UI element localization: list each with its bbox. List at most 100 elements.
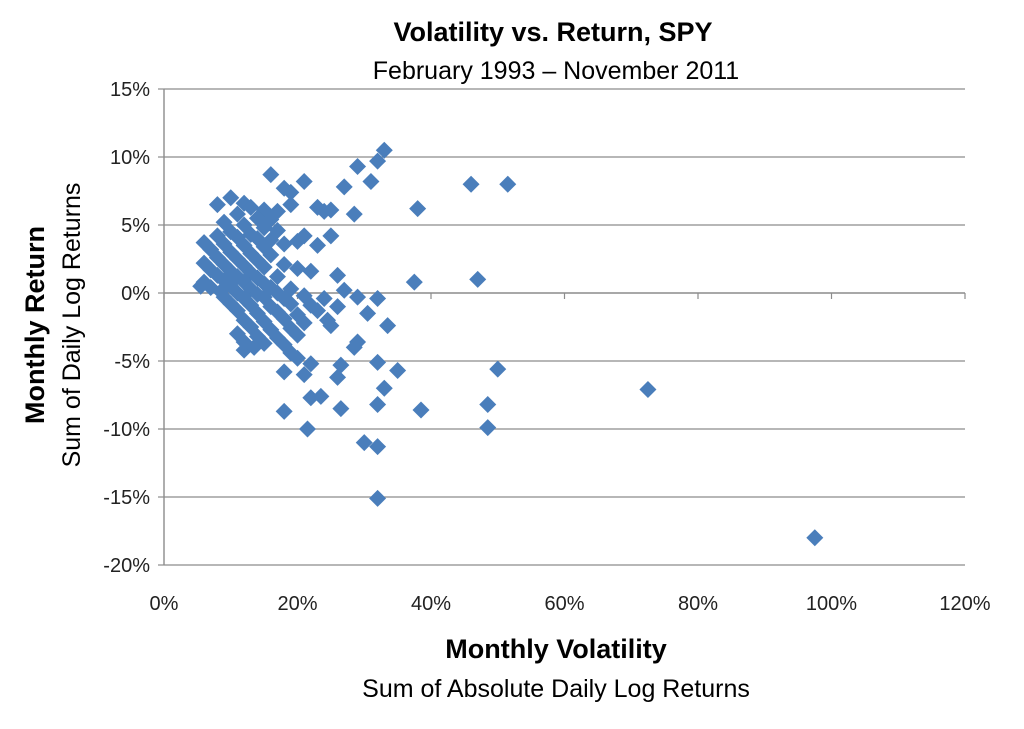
data-point-diamond [208,196,226,214]
data-point-diamond [228,205,246,223]
x-axis-subtitle: Sum of Absolute Daily Log Returns [362,675,750,703]
x-tick-label: 40% [411,593,451,615]
data-point-diamond [335,281,353,299]
data-point-diamond [295,314,313,332]
data-point-diamond [806,529,824,547]
x-tick-label: 60% [544,593,584,615]
y-tick-label: -15% [103,487,150,509]
y-tick-label: -20% [103,555,150,577]
data-point-diamond [369,438,387,456]
data-point-diamond [222,243,240,261]
y-axis-title: Monthly Return [20,226,50,424]
data-point-diamond [282,295,300,313]
data-point-diamond [345,205,363,223]
y-tick-label: -10% [103,419,150,441]
data-point-diamond [369,353,387,371]
chart-subtitle: February 1993 – November 2011 [373,57,739,85]
y-tick-label: 15% [110,79,150,101]
data-point-diamond [375,379,393,397]
data-point-diamond [479,396,497,414]
data-point-diamond [309,236,327,254]
data-point-diamond [369,289,387,307]
data-point-diamond [295,172,313,190]
data-point-diamond [275,235,293,253]
data-point-diamond [255,219,273,237]
data-point-diamond [275,363,293,381]
y-tick-label: -5% [114,351,150,373]
data-point-diamond [389,362,407,380]
data-point-diamond [312,387,330,405]
x-tick-label: 20% [277,593,317,615]
data-point-diamond [499,175,517,193]
x-axis-title: Monthly Volatility [445,634,667,664]
x-tick-label: 80% [678,593,718,615]
data-point-diamond [245,338,263,356]
data-point-diamond [412,401,430,419]
data-point-diamond [282,196,300,214]
data-point-diamond [255,258,273,276]
x-tick-label: 120% [939,593,990,615]
data-point-diamond [192,277,210,295]
y-tick-labels: 15% 10% 5% 0% -5% -10% -15% -20% [103,79,150,577]
data-point-diamond [262,246,280,264]
data-point-diamond [302,262,320,280]
data-point-diamond [369,152,387,170]
y-tick-label: 5% [121,215,150,237]
y-tick-label: 0% [121,283,150,305]
data-points [192,141,824,547]
data-point-diamond [355,434,373,452]
data-point-diamond [289,260,306,278]
data-point-diamond [289,349,306,367]
data-point-diamond [409,200,427,218]
data-point-diamond [315,202,333,220]
data-point-diamond [262,166,280,184]
data-point-diamond [295,366,313,384]
data-point-diamond [405,273,423,291]
data-point-diamond [349,158,367,176]
y-tick-label: 10% [110,147,150,169]
data-point-diamond [268,268,286,286]
data-point-diamond [329,266,347,284]
data-point-diamond [639,381,657,399]
y-axis-subtitle: Sum of Daily Log Returns [58,183,86,468]
axes [158,88,966,566]
x-tick-label: 100% [806,593,857,615]
data-point-diamond [462,175,480,193]
data-point-diamond [335,178,353,196]
data-point-diamond [369,396,387,414]
data-point-diamond [315,289,333,307]
data-point-diamond [332,356,350,374]
data-point-diamond [302,389,320,407]
data-point-diamond [242,198,260,216]
data-point-diamond [309,302,327,320]
data-point-diamond [322,227,340,245]
data-point-diamond [289,232,306,250]
x-tick-labels: 0% 20% 40% 60% 80% 100% 120% [150,593,991,615]
data-point-diamond [469,270,487,288]
data-point-diamond [302,355,320,373]
data-point-diamond [362,172,380,190]
data-point-diamond [299,420,317,438]
data-point-diamond [275,255,293,273]
data-point-diamond [375,141,393,159]
data-point-diamond [202,240,220,258]
data-point-diamond [332,400,350,418]
data-point-diamond [349,288,367,306]
data-point-diamond [289,326,306,344]
data-point-diamond [369,489,387,507]
data-point-diamond [329,298,347,316]
data-point-diamond [275,402,293,420]
data-point-diamond [322,317,340,335]
data-point-diamond [329,368,347,386]
chart-title: Volatility vs. Return, SPY [393,17,712,47]
data-point-diamond [489,360,507,378]
data-point-diamond [222,189,240,207]
data-point-diamond [379,317,397,335]
data-point-diamond [349,333,367,351]
data-point-diamond [359,304,377,322]
data-point-diamond [282,183,300,201]
x-tick-label: 0% [150,593,179,615]
data-point-diamond [479,419,497,437]
